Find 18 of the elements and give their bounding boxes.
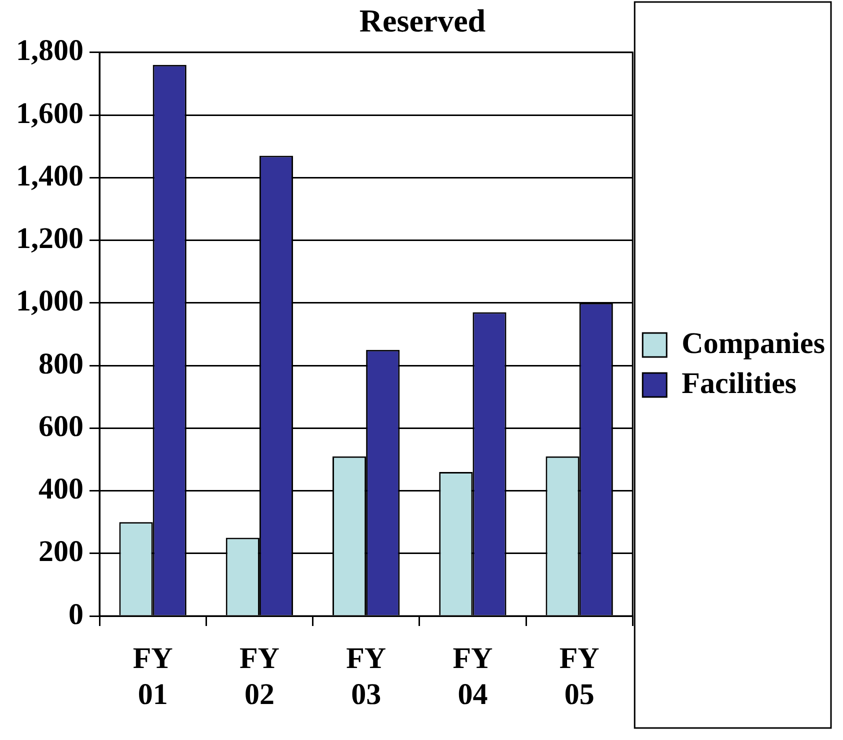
x-tick-label: FY 03 — [346, 642, 386, 711]
x-tick-label: FY 01 — [132, 642, 174, 711]
y-tick-label: 600 — [38, 410, 84, 443]
legend-label: Facilities — [682, 366, 797, 400]
y-tick-label: 400 — [38, 472, 84, 506]
legend-label: Companies — [682, 326, 826, 360]
y-tick-label: 1,000 — [16, 284, 84, 318]
x-tick-label: FY 05 — [559, 642, 600, 711]
y-tick-label: 800 — [38, 347, 84, 380]
x-tick-label: FY 02 — [239, 642, 280, 711]
y-tick-label: 1,200 — [16, 222, 84, 256]
y-tick-label: 1,800 — [16, 34, 84, 68]
x-tick-label: FY 04 — [452, 642, 494, 711]
y-tick-label: 1,400 — [16, 159, 84, 192]
y-tick-label: 200 — [38, 535, 84, 568]
chart-title: Reserved — [359, 2, 486, 38]
y-tick-label: 1,600 — [16, 96, 84, 130]
y-tick-label: 0 — [68, 598, 84, 631]
